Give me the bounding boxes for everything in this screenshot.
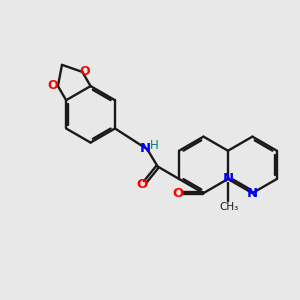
Text: O: O bbox=[136, 178, 147, 191]
Text: H: H bbox=[149, 139, 158, 152]
Text: CH₃: CH₃ bbox=[219, 202, 238, 212]
Text: N: N bbox=[247, 187, 258, 200]
Text: O: O bbox=[172, 187, 183, 200]
Text: O: O bbox=[47, 79, 58, 92]
Text: O: O bbox=[80, 65, 90, 78]
Text: N: N bbox=[140, 142, 151, 154]
Text: N: N bbox=[222, 172, 233, 185]
